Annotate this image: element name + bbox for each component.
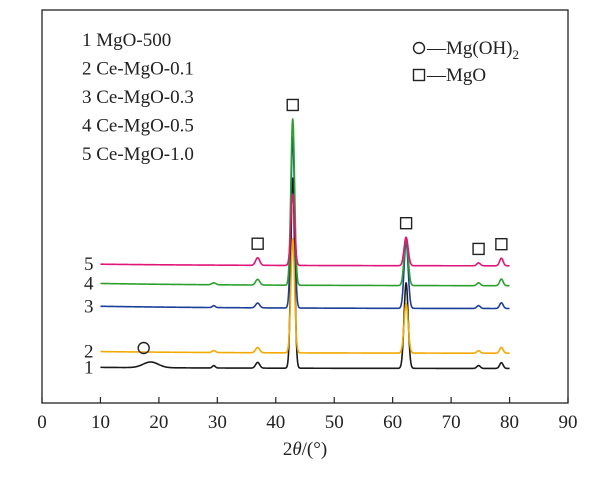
mg-oh2-peak-marker — [137, 341, 150, 355]
x-axis-title-symbol: θ — [292, 439, 301, 460]
sample-legend-entry: 2 Ce-MgO-0.1 — [82, 59, 194, 80]
series-label-5: 5 — [84, 254, 94, 275]
phase-legend: —Mg(OH)2 —MgO — [412, 38, 519, 86]
sample-legend-entry: 4 Ce-MgO-0.5 — [82, 116, 194, 137]
x-tick-label: 90 — [559, 412, 578, 433]
series-label-1: 1 — [84, 357, 94, 378]
x-axis-title-factor: 2 — [283, 439, 293, 460]
x-axis-title: 2θ/(°) — [283, 439, 327, 460]
x-tick-label: 50 — [325, 412, 344, 433]
x-axis-title-unit: /(°) — [302, 439, 328, 460]
series-label-4: 4 — [84, 273, 94, 294]
square-icon — [412, 68, 426, 82]
mgo-peak-marker — [399, 216, 413, 230]
x-tick-label: 10 — [91, 412, 110, 433]
series-line-3 — [99, 136, 511, 310]
x-tick-label: 40 — [266, 412, 285, 433]
x-tick-label: 30 — [208, 412, 227, 433]
mgo-peak-marker — [286, 98, 299, 112]
phase-legend-entry: —MgO — [426, 65, 486, 86]
series-line-2 — [99, 238, 511, 355]
peak-markers — [137, 98, 508, 355]
x-axis-ticks — [41, 397, 569, 403]
phase-legend-entry: —Mg(OH)2 — [426, 38, 519, 62]
diffraction-curves — [99, 118, 511, 370]
x-axis-tick-labels: 0 10 20 30 40 50 60 70 80 90 — [37, 412, 577, 433]
sample-legend-entry: 3 Ce-MgO-0.3 — [82, 87, 194, 108]
x-tick-label: 70 — [442, 412, 461, 433]
x-tick-label: 20 — [149, 412, 168, 433]
series-line-1 — [99, 177, 511, 370]
series-line-5 — [99, 193, 511, 267]
mgo-peak-marker — [251, 237, 264, 250]
x-tick-label: 0 — [37, 412, 47, 433]
mgo-peak-marker — [472, 242, 485, 256]
plot-frame — [41, 9, 569, 404]
curve-number-labels: 12 345 — [84, 254, 94, 378]
x-tick-label: 80 — [500, 412, 519, 433]
x-tick-label: 60 — [383, 412, 402, 433]
sample-legend-entry: 1 MgO-500 — [82, 30, 171, 51]
phase-legend-subscript: 2 — [513, 47, 520, 62]
sample-legend: 1 MgO-500 2 Ce-MgO-0.1 3 Ce-MgO-0.3 4 Ce-Mg… — [82, 30, 194, 165]
series-line-4 — [99, 118, 511, 287]
circle-icon — [412, 41, 426, 55]
series-label-2: 2 — [84, 342, 94, 363]
sample-legend-entry: 5 Ce-MgO-1.0 — [82, 144, 194, 165]
mgo-peak-marker — [495, 237, 508, 251]
series-label-3: 3 — [84, 296, 94, 317]
